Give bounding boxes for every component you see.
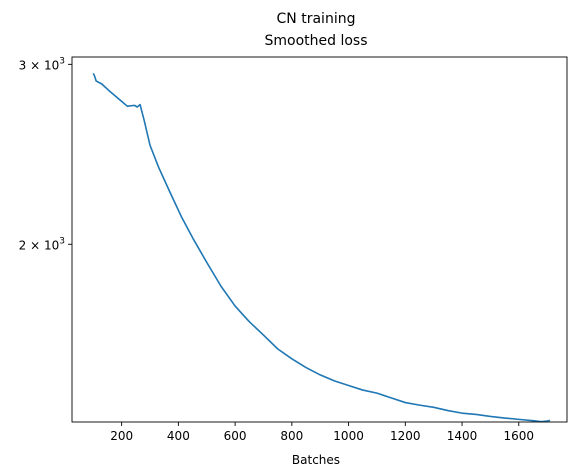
- y-tick-label: 2 × 103: [19, 236, 65, 252]
- plot-frame: [71, 56, 568, 423]
- x-axis-label: Batches: [292, 453, 340, 467]
- x-tick-label: 200: [110, 429, 133, 443]
- x-axis-ticks: 200 400 600 800 1000 1200 1400 1600: [110, 422, 534, 443]
- x-tick-label: 800: [280, 429, 303, 443]
- x-tick-label: 1400: [447, 429, 478, 443]
- x-tick-label: 600: [224, 429, 247, 443]
- x-tick-label: 1600: [504, 429, 535, 443]
- chart-subtitle: Smoothed loss: [264, 33, 367, 49]
- x-tick-label: 1000: [333, 429, 364, 443]
- x-tick-label: 1200: [390, 429, 421, 443]
- plot-area: [92, 72, 551, 423]
- y-tick-label: 3 × 103: [19, 56, 65, 72]
- y-axis-ticks: 3 × 103 2 × 103: [19, 56, 72, 252]
- chart-title: CN training: [277, 11, 356, 27]
- series-line-0: [92, 72, 551, 423]
- x-tick-label: 400: [167, 429, 190, 443]
